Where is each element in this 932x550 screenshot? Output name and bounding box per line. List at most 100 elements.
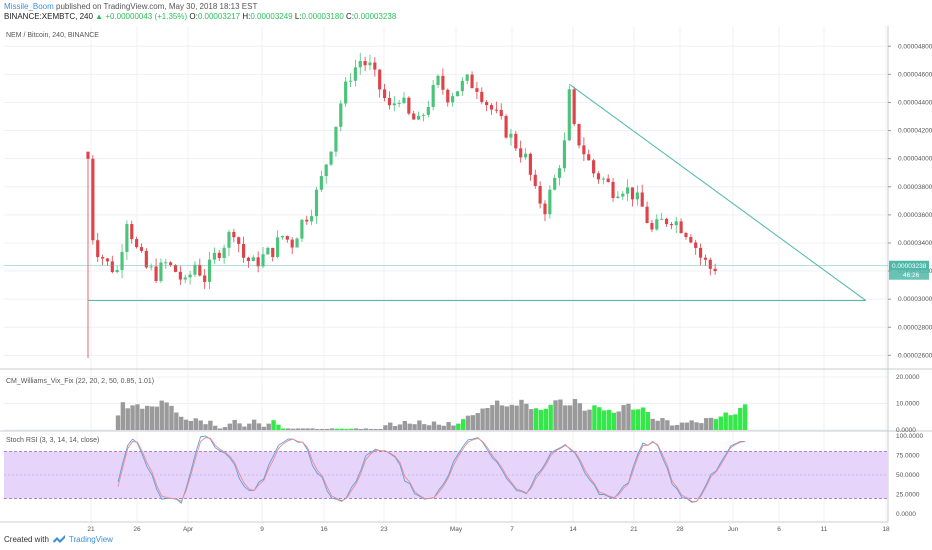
candle-body — [480, 91, 484, 102]
candle-body — [251, 257, 255, 262]
vix-bar — [334, 428, 339, 430]
candle-body — [387, 98, 391, 106]
candle-body — [640, 192, 644, 207]
descending-trendline[interactable] — [568, 83, 867, 301]
high-label: H: — [242, 12, 251, 21]
vix-bar — [310, 428, 315, 430]
vix-bar — [543, 408, 549, 430]
candle-body — [246, 257, 251, 262]
vix-pane[interactable] — [115, 398, 748, 430]
candle-body — [392, 103, 396, 106]
vix-bar — [480, 408, 485, 430]
vix-bar — [174, 412, 179, 430]
candle-body — [689, 237, 693, 243]
candle-body — [528, 153, 532, 175]
vix-bar — [276, 424, 281, 430]
price-pane-title: NEM / Bitcoin, 240, BINANCE — [6, 32, 99, 39]
candle-body — [261, 254, 265, 267]
vix-bar — [115, 415, 121, 430]
vix-bar — [451, 425, 456, 430]
candle-body — [222, 247, 226, 259]
vix-bar — [621, 405, 626, 430]
candle-body — [621, 193, 625, 197]
vix-bar — [519, 399, 524, 430]
candle-body — [139, 247, 144, 251]
candle-body — [630, 187, 635, 200]
vix-bar — [577, 403, 583, 430]
price-pane[interactable] — [4, 52, 888, 359]
vix-bar — [135, 404, 140, 430]
vix-bar — [490, 405, 495, 430]
x-tick-label: 9 — [260, 526, 264, 533]
vix-bar — [718, 416, 724, 430]
vix-bar — [125, 408, 130, 430]
vix-bar — [460, 419, 466, 430]
vix-bar — [144, 405, 150, 430]
vix-bar — [120, 402, 126, 430]
vix-bar — [465, 415, 471, 430]
candle-body — [523, 153, 528, 158]
vix-bar — [533, 408, 539, 430]
vix-bar — [723, 412, 728, 430]
vix-bar — [402, 420, 408, 430]
y-tick-label: 0.00002800 — [898, 324, 932, 331]
candle-body — [679, 221, 683, 234]
candle-body — [543, 203, 547, 215]
rsi-y-tick-label: 50.0000 — [896, 472, 920, 479]
close-label: C: — [346, 12, 355, 21]
candle-body — [494, 109, 498, 111]
rsi-y-tick-label: 0.0000 — [896, 511, 916, 518]
candle-body — [368, 62, 372, 66]
vix-bar — [684, 422, 689, 430]
vix-bar — [626, 403, 631, 430]
vix-y-tick-label: 10.0000 — [896, 401, 920, 408]
published-text: published on TradingView.com, May 30, 20… — [56, 2, 258, 11]
vix-y-tick-label: 20.0000 — [896, 374, 920, 381]
candle-body — [509, 133, 513, 138]
last-price-badge — [889, 260, 929, 271]
vix-bar — [660, 418, 665, 430]
stoch-rsi-pane[interactable] — [4, 435, 888, 504]
candle-body — [310, 216, 314, 222]
vix-bar — [232, 419, 237, 430]
vix-bar — [329, 428, 335, 430]
vix-bar — [363, 428, 369, 430]
candle-body — [548, 189, 552, 215]
vix-bar — [193, 418, 198, 430]
candle-body — [135, 239, 139, 248]
y-tick-label: 0.00003800 — [898, 184, 932, 191]
vix-bar — [704, 418, 709, 430]
candle-body — [397, 102, 401, 104]
x-tick-label: 21 — [630, 526, 638, 533]
vix-bar — [728, 415, 733, 430]
vix-bar — [553, 400, 558, 430]
vix-bar — [733, 414, 738, 430]
countdown-label: 46:26 — [903, 272, 920, 279]
candle-body — [280, 236, 285, 238]
y-tick-label: 0.00003600 — [898, 212, 932, 219]
candle-body — [674, 221, 678, 226]
candle-body — [110, 261, 114, 273]
candle-body — [125, 224, 129, 252]
vix-bar — [558, 399, 563, 430]
candle-body — [499, 109, 503, 117]
candle-body — [465, 74, 469, 81]
vix-bar — [640, 407, 646, 430]
candle-body — [86, 151, 90, 159]
candle-body — [227, 231, 231, 248]
vix-bar — [650, 418, 655, 430]
author-link[interactable]: Missile_Boom — [4, 2, 54, 11]
candle-body — [241, 243, 246, 258]
vix-bar — [198, 420, 203, 430]
vix-bar — [645, 411, 651, 430]
vix-bar — [665, 420, 670, 430]
candle-body — [295, 238, 299, 248]
candle-body — [324, 164, 328, 177]
candle-body — [660, 218, 664, 220]
vix-bar — [441, 425, 446, 430]
vix-bar — [742, 404, 748, 430]
candle-body — [485, 101, 489, 106]
vix-bar — [499, 405, 505, 430]
tradingview-brand[interactable]: TradingView — [68, 535, 113, 544]
